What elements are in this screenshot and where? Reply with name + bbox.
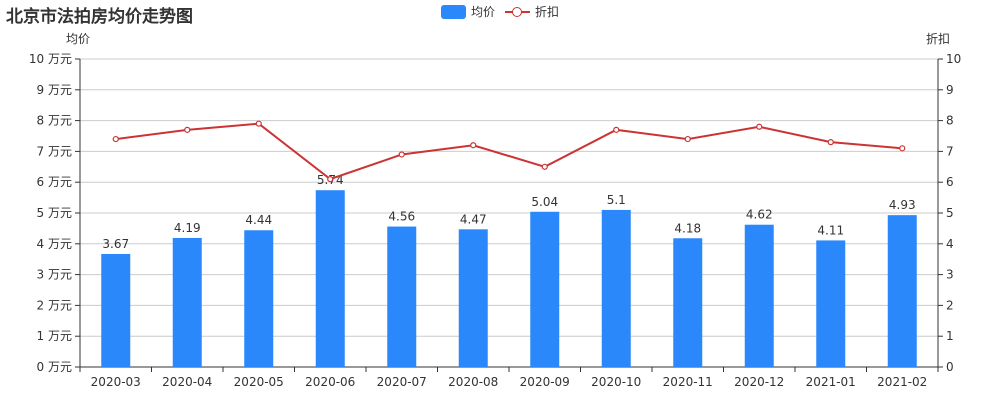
bar-avg-price <box>458 229 488 367</box>
bar-avg-price <box>387 226 417 367</box>
bar-value-label: 4.56 <box>388 210 415 224</box>
bar-avg-price <box>601 209 631 367</box>
left-tick-label: 2 万元 <box>37 298 72 312</box>
discount-point <box>398 151 405 158</box>
bar-avg-price <box>887 215 917 367</box>
bar-avg-price <box>816 240 846 367</box>
x-tick-label: 2020-06 <box>305 375 355 389</box>
bar-value-label: 4.93 <box>889 198 916 212</box>
right-tick-label: 3 <box>946 268 954 282</box>
right-axis-name: 折扣 <box>926 32 951 46</box>
discount-point <box>255 120 262 127</box>
bar-avg-price <box>530 211 560 367</box>
discount-point <box>112 135 119 143</box>
legend: 均价 折扣 <box>441 3 559 20</box>
bar-value-label: 5.1 <box>607 193 626 207</box>
discount-point <box>827 139 834 146</box>
x-tick-label: 2020-05 <box>234 375 284 389</box>
x-tick-label: 2020-10 <box>591 375 641 389</box>
left-axis-name: 均价 <box>66 32 91 46</box>
right-tick-label: 9 <box>946 83 954 97</box>
x-tick-label: 2020-11 <box>663 375 713 389</box>
x-tick-label: 2020-08 <box>448 375 498 389</box>
bar-value-label: 4.11 <box>817 223 844 237</box>
line-swatch-icon <box>505 5 531 19</box>
bar-value-label: 3.67 <box>102 237 129 251</box>
bar-swatch-icon <box>441 4 466 19</box>
bar-avg-price <box>101 253 131 367</box>
left-tick-label: 9 万元 <box>37 83 72 97</box>
legend-label-avg-price: 均价 <box>471 5 496 19</box>
x-tick-label: 2020-12 <box>734 375 784 389</box>
bar-value-label: 4.19 <box>174 221 201 235</box>
legend-item-discount[interactable]: 折扣 <box>495 3 559 20</box>
bar-avg-price <box>744 224 774 367</box>
left-tick-label: 5 万元 <box>37 206 72 220</box>
legend-item-avg-price[interactable]: 均价 <box>441 3 495 20</box>
right-tick-label: 2 <box>946 298 954 312</box>
discount-point <box>899 145 906 152</box>
discount-point <box>541 163 548 170</box>
discount-point <box>756 123 763 130</box>
right-tick-label: 0 <box>946 360 954 374</box>
bar-value-label: 4.62 <box>746 208 773 222</box>
right-tick-label: 7 <box>946 144 954 158</box>
x-tick-label: 2021-01 <box>806 375 856 389</box>
discount-line <box>115 122 903 181</box>
left-tick-label: 4 万元 <box>37 237 72 251</box>
discount-point <box>684 135 691 143</box>
x-tick-label: 2021-02 <box>877 375 927 389</box>
left-tick-label: 7 万元 <box>37 144 72 158</box>
x-tick-label: 2020-04 <box>162 375 212 389</box>
right-tick-label: 6 <box>946 175 954 189</box>
right-tick-label: 10 <box>946 52 961 66</box>
bar-avg-price <box>673 238 703 367</box>
discount-point <box>184 126 191 133</box>
bar-value-label: 5.04 <box>531 195 558 209</box>
x-tick-label: 2020-07 <box>377 375 427 389</box>
bar-avg-price <box>315 190 345 367</box>
chart-title: 北京市法拍房均价走势图 <box>6 7 193 27</box>
bar-value-label: 4.18 <box>674 221 701 235</box>
right-tick-label: 4 <box>946 237 954 251</box>
left-tick-label: 0 万元 <box>37 360 72 374</box>
left-tick-label: 10 万元 <box>29 52 72 66</box>
right-tick-label: 5 <box>946 206 954 220</box>
right-tick-label: 8 <box>946 114 954 128</box>
left-tick-label: 6 万元 <box>37 175 72 189</box>
bar-value-label: 4.47 <box>460 212 487 226</box>
discount-point <box>613 126 620 133</box>
left-tick-label: 1 万元 <box>37 329 72 343</box>
discount-point <box>470 142 477 149</box>
x-tick-label: 2020-03 <box>91 375 141 389</box>
right-tick-label: 1 <box>946 329 954 343</box>
left-tick-label: 3 万元 <box>37 268 72 282</box>
bar-value-label: 4.44 <box>245 213 272 227</box>
bar-avg-price <box>172 237 202 367</box>
x-tick-label: 2020-09 <box>520 375 570 389</box>
discount-point <box>327 176 334 183</box>
legend-label-discount: 折扣 <box>535 5 560 19</box>
bar-avg-price <box>244 230 274 367</box>
left-tick-label: 8 万元 <box>37 114 72 128</box>
